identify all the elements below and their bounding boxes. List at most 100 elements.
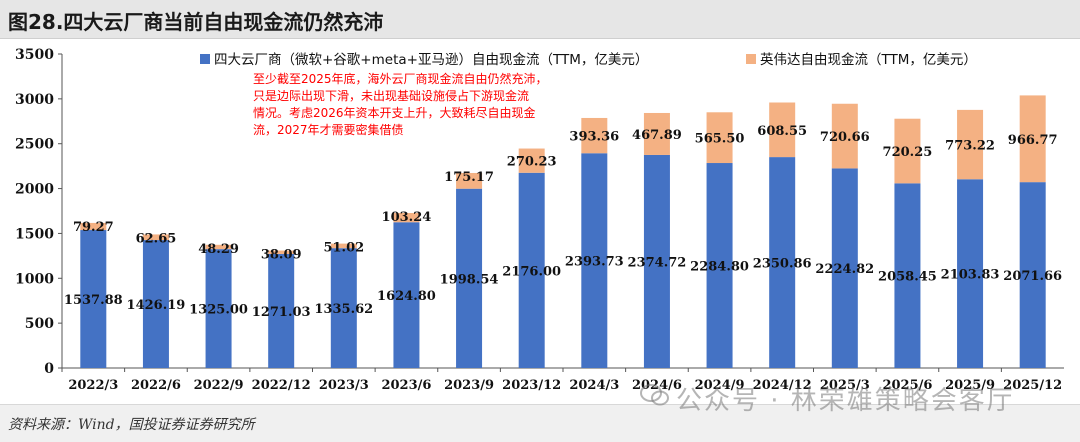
- data-label-base: 1426.19: [127, 298, 186, 313]
- x-tick-label: 2022/12: [252, 378, 311, 393]
- bar-base: [205, 249, 232, 368]
- y-tick-label: 3000: [15, 92, 54, 108]
- annotation-line-3: 情况。考虑2026年资本开支上升，大致耗尽自由现金: [253, 105, 536, 120]
- data-label-top: 720.25: [883, 145, 933, 160]
- bar-base: [894, 183, 921, 368]
- legend-label-base: 四大云厂商（微软+谷歌+meta+亚马逊）自由现金流（TTM，亿美元）: [214, 52, 648, 68]
- data-label-top: 38.09: [261, 248, 302, 263]
- bars: [80, 95, 1046, 368]
- bar-top: [643, 112, 670, 155]
- bar-base: [957, 179, 984, 368]
- data-label-base: 2071.66: [1003, 269, 1062, 284]
- data-label-base: 1998.54: [440, 272, 499, 287]
- x-tick-label: 2025/9: [945, 378, 995, 393]
- bar-top: [393, 212, 420, 223]
- data-label-top: 720.66: [820, 130, 870, 145]
- bar-top: [581, 117, 608, 154]
- bar-base: [268, 253, 295, 368]
- data-label-base: 1271.03: [252, 305, 311, 320]
- bar-base: [456, 188, 483, 368]
- data-label-base: 2393.73: [565, 255, 624, 270]
- x-tick-label: 2023/9: [444, 378, 494, 393]
- data-label-top: 773.22: [945, 139, 995, 154]
- data-label-top: 175.17: [444, 170, 494, 185]
- x-tick-label: 2024/12: [753, 378, 812, 393]
- annotation-text: 至少截至2025年底，海外云厂商现金流自由仍然充沛， 只是边际出现下滑，未出现基…: [253, 71, 548, 137]
- bar-top: [80, 222, 107, 231]
- data-label-base: 1537.88: [64, 293, 123, 308]
- bar-top: [330, 243, 357, 249]
- bar-base: [393, 222, 420, 368]
- chart-title: 图28.四大云厂商当前自由现金流仍然充沛: [8, 10, 384, 34]
- data-label-base: 2350.86: [753, 257, 812, 272]
- bar-base: [80, 230, 107, 368]
- data-label-base: 2224.82: [815, 262, 874, 277]
- y-tick-label: 0: [44, 361, 54, 377]
- bar-top: [769, 102, 796, 158]
- data-label-base: 1325.00: [189, 303, 248, 318]
- bar-top: [456, 172, 483, 189]
- legend: 四大云厂商（微软+谷歌+meta+亚马逊）自由现金流（TTM，亿美元） 英伟达自…: [200, 51, 977, 68]
- x-tick-label: 2025/12: [1003, 378, 1062, 393]
- y-tick-label: 1500: [15, 226, 54, 242]
- annotation-line-2: 只是边际出现下滑，未出现基础设施侵占下游现金流: [253, 88, 529, 103]
- bar-top: [831, 103, 858, 169]
- bar-top: [957, 109, 984, 180]
- x-tick-label: 2024/9: [695, 378, 745, 393]
- y-tick-label: 2000: [15, 182, 54, 198]
- annotation-line-1: 至少截至2025年底，海外云厂商现金流自由仍然充沛，: [253, 71, 548, 86]
- data-label-top: 565.50: [695, 132, 745, 147]
- bar-top: [894, 118, 921, 184]
- x-tick-label: 2023/3: [319, 378, 369, 393]
- data-label-top: 103.24: [382, 210, 432, 225]
- data-label-top: 393.36: [569, 130, 619, 145]
- x-tick-label: 2024/3: [569, 378, 619, 393]
- data-label-base: 2176.00: [502, 264, 561, 279]
- legend-swatch-base: [200, 54, 210, 64]
- data-label-base: 1624.80: [377, 289, 436, 304]
- data-label-top: 79.27: [73, 220, 114, 235]
- bar-base: [1019, 182, 1046, 368]
- axes: 0 500 1000 1500 2000 2500 3000 3500 2022/3 2022/6…: [15, 47, 1064, 393]
- data-label-top: 270.23: [507, 155, 557, 170]
- y-tick-label: 2500: [15, 137, 54, 153]
- data-label-top: 51.02: [323, 241, 364, 256]
- data-label-base: 2374.72: [628, 255, 687, 270]
- bar-base: [518, 172, 545, 368]
- stacked-bar-chart: 0 500 1000 1500 2000 2500 3000 3500 2022/3 2022/6…: [15, 47, 1064, 393]
- bar-top: [518, 148, 545, 173]
- data-label-top: 48.29: [198, 242, 239, 257]
- x-tick-label: 2025/6: [882, 378, 932, 393]
- wechat-icon: [640, 384, 669, 406]
- x-tick-label: 2025/3: [820, 378, 870, 393]
- bar-top: [268, 250, 295, 254]
- x-tick-label: 2022/9: [194, 378, 244, 393]
- bar-top: [142, 234, 169, 241]
- bar-base: [142, 240, 169, 368]
- bar-top: [205, 244, 232, 250]
- x-tick-label: 2022/3: [68, 378, 118, 393]
- data-label-top: 62.65: [136, 231, 177, 246]
- x-tick-label: 2023/6: [381, 378, 431, 393]
- data-label-base: 2103.83: [941, 268, 1000, 283]
- annotation-line-4: 流，2027年才需要密集借债: [253, 122, 404, 137]
- source-note: 资料来源：Wind，国投证券证券研究所: [8, 417, 255, 433]
- bar-base: [831, 168, 858, 368]
- bar-top: [1019, 95, 1046, 183]
- chart-footer: 资料来源：Wind，国投证券证券研究所: [0, 404, 1080, 442]
- y-tick-label: 3500: [15, 47, 54, 63]
- y-tick-label: 500: [25, 316, 54, 332]
- y-tick-label: 1000: [15, 271, 54, 287]
- data-label-top: 966.77: [1008, 133, 1058, 148]
- data-labels: 1537.88 79.27 1426.19 62.65 1325.00 48.29 1271…: [64, 124, 1062, 320]
- bar-base: [706, 163, 733, 368]
- data-label-top: 608.55: [757, 124, 807, 139]
- data-label-top: 467.89: [632, 128, 682, 143]
- data-label-base: 2284.80: [690, 260, 749, 275]
- legend-swatch-top: [746, 54, 756, 64]
- bar-base: [330, 248, 357, 368]
- legend-label-top: 英伟达自由现金流（TTM，亿美元）: [760, 51, 977, 68]
- bar-base: [769, 157, 796, 368]
- data-label-base: 2058.45: [878, 270, 937, 285]
- bar-base: [581, 153, 608, 368]
